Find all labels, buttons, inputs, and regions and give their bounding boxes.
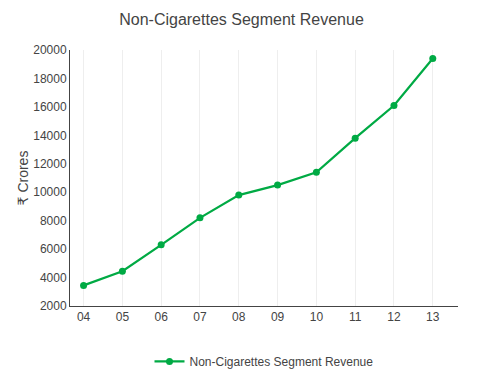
svg-text:18000: 18000 [33, 72, 67, 86]
svg-text:₹ Crores: ₹ Crores [15, 151, 31, 206]
svg-text:08: 08 [232, 310, 246, 324]
svg-text:2000: 2000 [40, 299, 67, 313]
svg-text:05: 05 [116, 310, 130, 324]
svg-text:8000: 8000 [40, 214, 67, 228]
svg-text:04: 04 [77, 310, 91, 324]
svg-text:4000: 4000 [40, 271, 67, 285]
svg-text:13: 13 [426, 310, 440, 324]
svg-text:12000: 12000 [33, 157, 67, 171]
svg-text:Non-Cigarettes Segment Revenue: Non-Cigarettes Segment Revenue [190, 355, 374, 369]
svg-text:10000: 10000 [33, 185, 67, 199]
svg-text:Non-Cigarettes Segment Revenue: Non-Cigarettes Segment Revenue [119, 11, 364, 28]
svg-text:10: 10 [310, 310, 324, 324]
svg-text:6000: 6000 [40, 242, 67, 256]
svg-text:06: 06 [155, 310, 169, 324]
svg-text:14000: 14000 [33, 129, 67, 143]
svg-text:20000: 20000 [33, 43, 67, 57]
svg-text:07: 07 [193, 310, 207, 324]
svg-text:16000: 16000 [33, 100, 67, 114]
svg-text:09: 09 [271, 310, 285, 324]
svg-text:12: 12 [387, 310, 401, 324]
svg-text:11: 11 [349, 310, 362, 324]
